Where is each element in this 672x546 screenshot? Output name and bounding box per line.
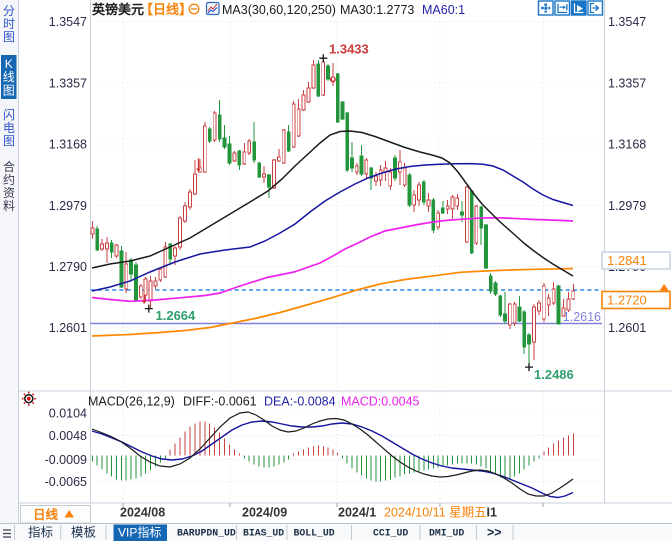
svg-text:1.3357: 1.3357 (608, 77, 646, 91)
svg-text:CCI_UD: CCI_UD (373, 528, 408, 539)
svg-text:模板: 模板 (71, 526, 97, 540)
svg-text:日线: 日线 (33, 507, 59, 522)
svg-text:BARUPDN_UD: BARUPDN_UD (177, 528, 236, 539)
svg-text:2024/10/11 星期五: 2024/10/11 星期五 (384, 506, 487, 520)
svg-text:1.2601: 1.2601 (608, 321, 646, 335)
svg-text:电: 电 (3, 121, 15, 135)
svg-text:1.2979: 1.2979 (608, 199, 646, 213)
svg-text:>>: >> (487, 526, 502, 540)
svg-text:1.3433: 1.3433 (329, 42, 369, 57)
svg-text:MA3(30,60,120,250): MA3(30,60,120,250) (222, 3, 336, 17)
svg-text:料: 料 (3, 199, 15, 213)
svg-text:DEA:-0.0084: DEA:-0.0084 (264, 395, 336, 409)
svg-text:分: 分 (3, 4, 15, 18)
svg-text:2024/08: 2024/08 (120, 506, 165, 520)
svg-text:0.0048: 0.0048 (49, 429, 87, 443)
svg-text:BIAS_UD: BIAS_UD (243, 528, 284, 539)
svg-text:1.3357: 1.3357 (49, 77, 87, 91)
svg-text:DIFF:-0.0061: DIFF:-0.0061 (183, 395, 257, 409)
svg-text:1.2979: 1.2979 (49, 199, 87, 213)
svg-text:1.2616: 1.2616 (563, 310, 601, 324)
svg-text:英镑美元: 英镑美元 (91, 2, 144, 17)
svg-text:合: 合 (3, 159, 15, 174)
svg-text:1.2601: 1.2601 (49, 321, 87, 335)
svg-text:2024/1: 2024/1 (338, 506, 376, 520)
svg-text:1.3547: 1.3547 (608, 15, 646, 29)
svg-text:VIP指标: VIP指标 (118, 525, 161, 540)
svg-text:时: 时 (3, 17, 15, 31)
svg-text:MA30:1.2773: MA30:1.2773 (340, 3, 414, 17)
svg-text:MA60:1: MA60:1 (422, 3, 465, 17)
svg-text:K: K (5, 57, 13, 71)
svg-text:MACD(26,12,9): MACD(26,12,9) (88, 395, 175, 409)
svg-text:线: 线 (3, 70, 15, 84)
svg-text:1.3547: 1.3547 (49, 15, 87, 29)
svg-text:BOLL_UD: BOLL_UD (294, 528, 335, 539)
svg-text:I1: I1 (487, 506, 497, 520)
svg-text:1.3168: 1.3168 (49, 138, 87, 152)
svg-text:资: 资 (3, 186, 15, 200)
svg-text:闪: 闪 (3, 108, 15, 122)
svg-text:1.2841: 1.2841 (607, 253, 647, 268)
svg-text:【日线】: 【日线】 (140, 2, 192, 17)
svg-text:图: 图 (3, 83, 15, 97)
svg-text:2024/09: 2024/09 (242, 506, 287, 520)
svg-text:图: 图 (3, 134, 15, 148)
svg-text:1.2664: 1.2664 (156, 308, 197, 323)
svg-text:1.2790: 1.2790 (49, 260, 87, 274)
svg-text:图: 图 (3, 30, 15, 44)
svg-text:约: 约 (3, 172, 15, 187)
svg-text:-0.0065: -0.0065 (45, 475, 87, 489)
svg-text:1.2486: 1.2486 (534, 367, 574, 382)
svg-text:DMI_UD: DMI_UD (429, 528, 464, 539)
svg-text:-0.0009: -0.0009 (45, 453, 87, 467)
svg-text:指标: 指标 (28, 525, 53, 540)
svg-text:1.3168: 1.3168 (608, 138, 646, 152)
svg-text:0.0104: 0.0104 (49, 407, 87, 421)
svg-text:MACD:0.0045: MACD:0.0045 (341, 395, 420, 409)
svg-text:1.2720: 1.2720 (607, 293, 647, 308)
